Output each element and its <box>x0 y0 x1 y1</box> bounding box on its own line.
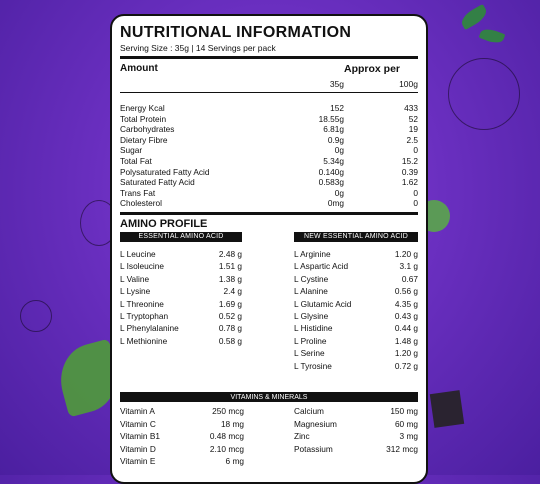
list-item: L Serine 1.20 g <box>294 348 418 359</box>
new-essential-label: NEW ESSENTIAL AMINO ACID <box>294 231 418 242</box>
table-row: Polysaturated Fatty Acid 0.140g 0.39 <box>120 166 418 177</box>
table-row: Trans Fat 0g 0 <box>120 187 418 198</box>
list-item: L Lysine 2.4 g <box>120 286 242 297</box>
list-item: L Histidine 0.44 g <box>294 323 418 334</box>
card-title: NUTRITIONAL INFORMATION <box>120 24 352 41</box>
col-100g: 100g <box>399 79 418 89</box>
table-row: Sugar 0g 0 <box>120 145 418 156</box>
amino-section: ESSENTIAL AMINO ACID L Leucine 2.48 g L I… <box>120 231 418 372</box>
table-header: Amount Approx per <box>120 63 418 75</box>
doodle-circle-icon <box>20 300 52 332</box>
list-item: L Threonine 1.69 g <box>120 298 242 309</box>
table-row: Energy Kcal 152 433 <box>120 103 418 113</box>
list-item: L Cystine 0.67 <box>294 273 418 284</box>
list-item: L Aspartic Acid 3.1 g <box>294 261 418 272</box>
list-item: L Alanine 0.56 g <box>294 286 418 297</box>
approx-heading: Approx per <box>343 63 400 75</box>
minerals-column: Calcium 150 mg Magnesium 60 mg Zinc 3 mg Po… <box>294 405 418 468</box>
list-item: Vitamin C 18 mg <box>120 418 244 429</box>
table-row: Total Protein 18.55g 52 <box>120 113 418 124</box>
doodle-circle-icon <box>448 58 520 130</box>
list-item: L Leucine 2.48 g <box>120 248 242 259</box>
vitamins-column: Vitamin A 250 mcg Vitamin C 18 mg Vitamin … <box>120 405 244 468</box>
list-item: Zinc 3 mg <box>294 431 418 442</box>
list-item: L Valine 1.38 g <box>120 273 242 284</box>
leaf-icon <box>458 3 490 31</box>
list-item: Vitamin A 250 mcg <box>120 406 244 416</box>
table-row: Carbohydrates 6.81g 19 <box>120 124 418 135</box>
amount-heading: Amount <box>120 63 158 74</box>
list-item: L Phenylalanine 0.78 g <box>120 323 242 334</box>
vitamins-section: Vitamin A 250 mcg Vitamin C 18 mg Vitamin … <box>120 405 418 468</box>
list-item: Vitamin D 2.10 mcg <box>120 443 244 454</box>
column-header: 35g 100g <box>120 79 418 93</box>
list-item: L Glysine 0.43 g <box>294 310 418 321</box>
block-icon <box>429 390 465 428</box>
serving-info: Serving Size : 35g | 14 Servings per pac… <box>120 43 418 59</box>
list-item: Vitamin B1 0.48 mcg <box>120 431 244 442</box>
vitamins-label: VITAMINS & MINERALS <box>120 392 418 402</box>
list-item: L Tryptophan 0.52 g <box>120 310 242 321</box>
amino-title: AMINO PROFILE <box>120 217 208 230</box>
list-item: L Glutamic Acid 4.35 g <box>294 298 418 309</box>
list-item: L Methionine 0.58 g <box>120 335 242 346</box>
new-essential-column: NEW ESSENTIAL AMINO ACID L Arginine 1.20 … <box>294 231 418 372</box>
table-row: Dietary Fibre 0.9g 2.5 <box>120 134 418 145</box>
list-item: Potassium 312 mcg <box>294 443 418 454</box>
nutrition-table: Energy Kcal 152 433 Total Protein 18.55g 52 … <box>120 103 418 209</box>
list-item: Calcium 150 mg <box>294 406 418 416</box>
essential-column: ESSENTIAL AMINO ACID L Leucine 2.48 g L I… <box>120 231 242 372</box>
table-row: Saturated Fatty Acid 0.583g 1.62 <box>120 177 418 188</box>
section-divider <box>120 211 418 215</box>
essential-label: ESSENTIAL AMINO ACID <box>120 231 242 242</box>
list-item: L Proline 1.48 g <box>294 335 418 346</box>
list-item: Magnesium 60 mg <box>294 418 418 429</box>
list-item: L Arginine 1.20 g <box>294 248 418 259</box>
col-35g: 35g <box>329 79 344 89</box>
list-item: L Isoleucine 1.51 g <box>120 261 242 272</box>
table-row: Total Fat 5.34g 15.2 <box>120 155 418 166</box>
table-row: Cholesterol 0mg 0 <box>120 198 418 209</box>
nutrition-card: NUTRITIONAL INFORMATION Serving Size : 3… <box>110 14 428 484</box>
leaf-icon <box>478 26 506 46</box>
list-item: L Tyrosine 0.72 g <box>294 360 418 371</box>
